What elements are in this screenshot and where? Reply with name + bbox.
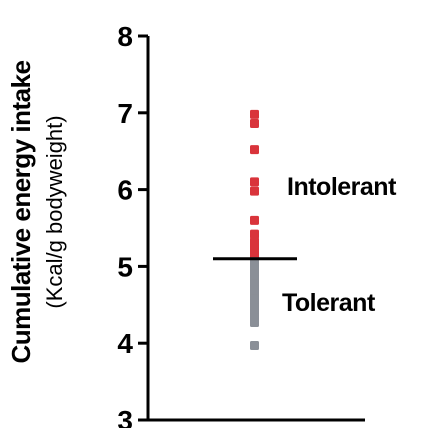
y-axis-unit: (Kcal/g bodyweight) xyxy=(42,115,67,308)
data-point-intolerant xyxy=(250,215,259,225)
data-point-intolerant xyxy=(250,177,259,187)
data-point-intolerant xyxy=(250,145,259,155)
annotation-intolerant: Intolerant xyxy=(287,173,397,201)
data-point-intolerant xyxy=(250,119,259,129)
annotation-tolerant: Tolerant xyxy=(282,289,376,317)
data-point-intolerant xyxy=(250,186,259,196)
data-point-intolerant xyxy=(250,109,259,119)
y-tick-label: 8 xyxy=(117,21,133,52)
data-points xyxy=(250,109,259,351)
data-point-tolerant xyxy=(250,317,259,327)
y-axis-title: Cumulative energy intake (Kcal/g bodywei… xyxy=(6,60,67,363)
y-axis-label: Cumulative energy intake xyxy=(6,60,36,363)
y-tick-label: 7 xyxy=(117,98,133,129)
y-tick-label: 6 xyxy=(117,175,133,206)
data-point-tolerant xyxy=(250,341,259,351)
y-tick-label: 4 xyxy=(117,328,133,359)
axes xyxy=(146,36,365,422)
y-ticks: 3 4 5 6 7 8 xyxy=(117,21,148,428)
data-point-intolerant xyxy=(250,249,259,259)
y-tick-label: 3 xyxy=(117,405,133,428)
y-tick-label: 5 xyxy=(117,251,133,282)
data-point-intolerant xyxy=(250,229,259,239)
